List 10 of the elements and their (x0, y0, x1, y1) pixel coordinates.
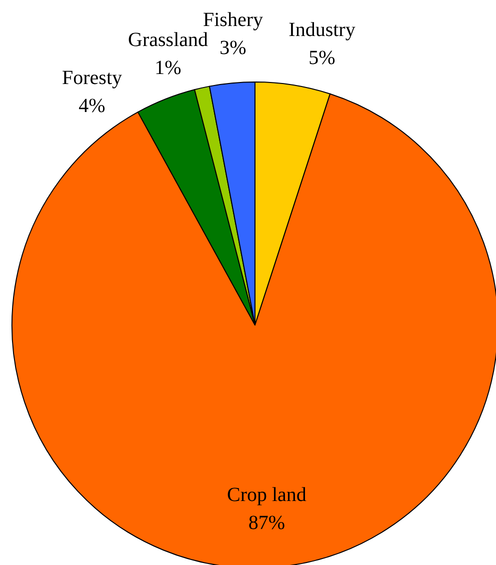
slice-label: Grassland (128, 29, 208, 51)
slice-label: Foresty (62, 67, 122, 89)
data-label: 5% (308, 47, 336, 69)
data-label: 1% (154, 57, 182, 79)
data-label: 3% (220, 37, 246, 59)
data-label: 4% (78, 95, 106, 117)
slice-label: Industry (288, 19, 356, 41)
slice-label: Crop land (227, 484, 306, 506)
slice-label: Fishery (203, 9, 263, 31)
data-label: 87% (248, 512, 286, 534)
